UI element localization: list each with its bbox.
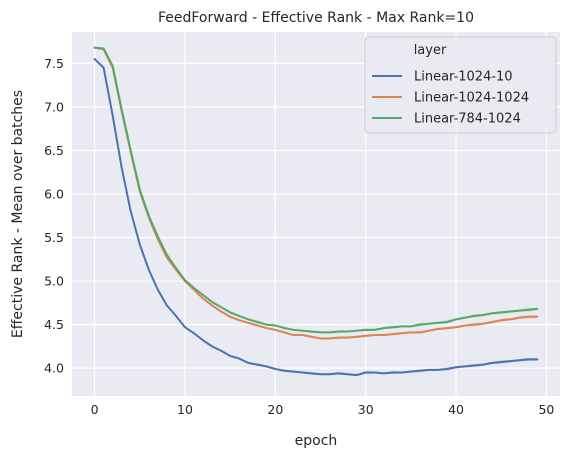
y-axis-title: Effective Rank - Mean over batches xyxy=(10,90,26,338)
y-tick-label: 7.0 xyxy=(44,99,64,114)
y-tick-label: 4.5 xyxy=(44,317,64,332)
y-tick-label: 5.5 xyxy=(44,230,64,245)
x-tick-label: 40 xyxy=(448,402,464,417)
series-line-1 xyxy=(93,46,539,340)
legend-box xyxy=(364,36,557,134)
legend-entry-0: Linear-1024-10 xyxy=(414,70,513,85)
x-tick-label: 10 xyxy=(177,402,193,417)
y-tick-label: 7.5 xyxy=(44,56,64,71)
legend-entry-1: Linear-1024-1024 xyxy=(414,91,529,106)
chart-title: FeedForward - Effective Rank - Max Rank=… xyxy=(158,10,474,26)
y-tick-label: 6.0 xyxy=(44,186,64,201)
x-tick-labels: 0 10 20 30 40 50 xyxy=(91,402,555,417)
series-lines xyxy=(93,46,539,377)
series-line-2 xyxy=(93,46,539,334)
x-tick-label: 20 xyxy=(267,402,283,417)
x-axis-title: epoch xyxy=(295,433,338,449)
legend-entry-2: Linear-784-1024 xyxy=(414,112,521,127)
series-line-0 xyxy=(93,58,539,377)
x-tick-label: 30 xyxy=(358,402,374,417)
legend-title: layer xyxy=(414,43,447,58)
x-tick-label: 0 xyxy=(91,402,99,417)
y-tick-labels: 4.0 4.5 5.0 5.5 6.0 6.5 7.0 7.5 xyxy=(44,56,64,376)
y-tick-label: 5.0 xyxy=(44,274,64,289)
y-tick-label: 6.5 xyxy=(44,143,64,158)
y-tick-label: 4.0 xyxy=(44,361,64,376)
legend: layer Linear-1024-10 Linear-1024-1024 Line… xyxy=(364,36,557,134)
x-tick-label: 50 xyxy=(538,402,554,417)
